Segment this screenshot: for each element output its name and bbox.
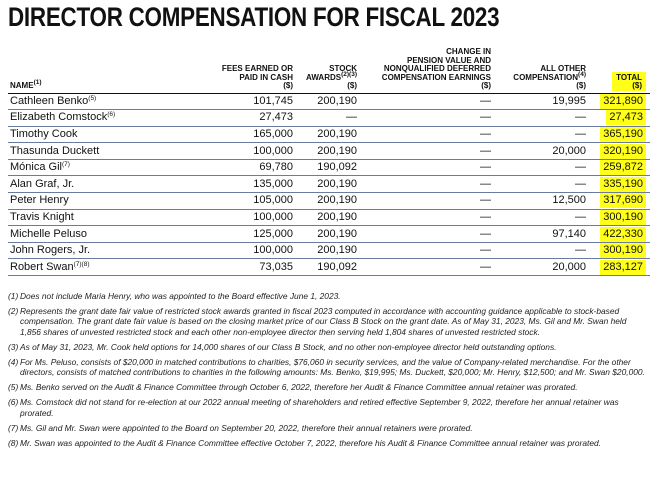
total-cell: 300,190 bbox=[590, 242, 650, 260]
footnote: (5) Ms. Benko served on the Audit & Finan… bbox=[8, 382, 578, 393]
total-cell: 365,190 bbox=[590, 126, 650, 144]
pension-cell: — bbox=[361, 142, 495, 160]
pension-cell: — bbox=[361, 225, 495, 243]
pension-cell: — bbox=[361, 109, 495, 127]
director-name: Michelle Peluso bbox=[8, 225, 193, 243]
other-cell: — bbox=[495, 126, 590, 144]
fees-cell: 27,473 bbox=[193, 109, 297, 127]
footnote: (6) Ms. Comstock did not stand for re-ele… bbox=[8, 397, 619, 418]
pension-cell: — bbox=[361, 93, 495, 111]
fees-cell: 100,000 bbox=[193, 142, 297, 160]
table-row: Mónica Gil(7) 69,780 190,092 — — 259,872 bbox=[8, 159, 650, 177]
director-name: Peter Henry bbox=[8, 192, 193, 210]
total-cell: 27,473 bbox=[590, 109, 650, 127]
total-cell: 422,330 bbox=[590, 225, 650, 243]
total-cell: 300,190 bbox=[590, 209, 650, 227]
fees-cell: 100,000 bbox=[193, 209, 297, 227]
table-row: Alan Graf, Jr. 135,000 200,190 — — 335,1… bbox=[8, 175, 650, 194]
table-row: Michelle Peluso 125,000 200,190 — 97,140… bbox=[8, 225, 650, 243]
other-cell: 19,995 bbox=[495, 93, 590, 111]
header-other-compensation: ALL OTHER COMPENSATION(4) ($) bbox=[495, 48, 590, 94]
table-row: Timothy Cook 165,000 200,190 — — 365,190 bbox=[8, 126, 650, 144]
stock-cell: 200,190 bbox=[297, 225, 361, 243]
total-cell: 321,890 bbox=[590, 93, 650, 111]
stock-cell: 190,092 bbox=[297, 258, 361, 277]
other-cell: 97,140 bbox=[495, 225, 590, 243]
footnote: (3) As of May 31, 2023, Mr. Cook held opt… bbox=[8, 341, 557, 352]
director-name: Elizabeth Comstock(6) bbox=[8, 109, 193, 127]
stock-cell: 200,190 bbox=[297, 93, 361, 111]
stock-cell: 200,190 bbox=[297, 209, 361, 227]
other-cell: — bbox=[495, 109, 590, 127]
stock-cell: 200,190 bbox=[297, 175, 361, 194]
director-name: Travis Knight bbox=[8, 209, 193, 227]
table-row: Thasunda Duckett 100,000 200,190 — 20,00… bbox=[8, 142, 650, 160]
director-name: Alan Graf, Jr. bbox=[8, 175, 193, 194]
table-row: Robert Swan(7)(8) 73,035 190,092 — 20,00… bbox=[8, 258, 650, 277]
other-cell: — bbox=[495, 159, 590, 177]
fees-cell: 100,000 bbox=[193, 242, 297, 260]
pension-cell: — bbox=[361, 159, 495, 177]
fees-cell: 69,780 bbox=[193, 159, 297, 177]
table-row: Cathleen Benko(5) 101,745 200,190 — 19,9… bbox=[8, 93, 650, 111]
director-name: Timothy Cook bbox=[8, 126, 193, 144]
table-row: Peter Henry 105,000 200,190 — 12,500 317… bbox=[8, 192, 650, 210]
pension-cell: — bbox=[361, 175, 495, 194]
stock-cell: 200,190 bbox=[297, 126, 361, 144]
footnote: (4) For Ms. Peluso, consists of $20,000 i… bbox=[8, 356, 645, 378]
fees-cell: 135,000 bbox=[193, 175, 297, 194]
director-name: John Rogers, Jr. bbox=[8, 242, 193, 260]
director-name: Robert Swan(7)(8) bbox=[8, 258, 193, 277]
pension-cell: — bbox=[361, 242, 495, 260]
pension-cell: — bbox=[361, 209, 495, 227]
footnote: (2) Represents the grant date fair value … bbox=[8, 305, 627, 338]
pension-cell: — bbox=[361, 258, 495, 277]
header-stock-awards: STOCK AWARDS(2)(3) ($) bbox=[297, 48, 361, 94]
total-cell: 320,190 bbox=[590, 142, 650, 160]
table-row: Elizabeth Comstock(6) 27,473 — — — 27,47… bbox=[8, 109, 650, 127]
director-name: Cathleen Benko(5) bbox=[8, 93, 193, 111]
other-cell: 20,000 bbox=[495, 258, 590, 277]
stock-cell: 200,190 bbox=[297, 142, 361, 160]
table-row: John Rogers, Jr. 100,000 200,190 — — 300… bbox=[8, 242, 650, 260]
director-name: Thasunda Duckett bbox=[8, 142, 193, 160]
table-row: Travis Knight 100,000 200,190 — — 300,19… bbox=[8, 209, 650, 227]
fees-cell: 125,000 bbox=[193, 225, 297, 243]
header-fees: FEES EARNED OR PAID IN CASH ($) bbox=[193, 48, 297, 94]
other-cell: — bbox=[495, 175, 590, 194]
other-cell: — bbox=[495, 209, 590, 227]
stock-cell: 190,092 bbox=[297, 159, 361, 177]
fees-cell: 105,000 bbox=[193, 192, 297, 210]
pension-cell: — bbox=[361, 126, 495, 144]
pension-cell: — bbox=[361, 192, 495, 210]
compensation-table: NAME(1) FEES EARNED OR PAID IN CASH ($) … bbox=[8, 47, 650, 277]
header-pension: CHANGE IN PENSION VALUE AND NONQUALIFIED… bbox=[361, 47, 495, 94]
header-total: TOTAL ($) bbox=[590, 48, 650, 94]
page-title: DIRECTOR COMPENSATION FOR FISCAL 2023 bbox=[8, 2, 500, 32]
table-header-row: NAME(1) FEES EARNED OR PAID IN CASH ($) … bbox=[8, 47, 650, 94]
stock-cell: 200,190 bbox=[297, 192, 361, 210]
fees-cell: 165,000 bbox=[193, 126, 297, 144]
footnotes: (1) Does not include Maria Henry, who was… bbox=[8, 291, 648, 453]
footnote: (8) Mr. Swan was appointed to the Audit &… bbox=[8, 437, 601, 448]
header-name: NAME(1) bbox=[8, 48, 193, 94]
total-cell: 283,127 bbox=[590, 258, 650, 277]
other-cell: 20,000 bbox=[495, 142, 590, 160]
director-name: Mónica Gil(7) bbox=[8, 159, 193, 177]
other-cell: — bbox=[495, 242, 590, 260]
total-cell: 335,190 bbox=[590, 175, 650, 194]
footnote: (1) Does not include Maria Henry, who was… bbox=[8, 291, 341, 301]
fees-cell: 101,745 bbox=[193, 93, 297, 111]
stock-cell: 200,190 bbox=[297, 242, 361, 260]
total-cell: 317,690 bbox=[590, 192, 650, 210]
footnote: (7) Ms. Gil and Mr. Swan were appointed t… bbox=[8, 422, 473, 433]
other-cell: 12,500 bbox=[495, 192, 590, 210]
fees-cell: 73,035 bbox=[193, 258, 297, 277]
total-cell: 259,872 bbox=[590, 159, 650, 177]
stock-cell: — bbox=[297, 109, 361, 127]
